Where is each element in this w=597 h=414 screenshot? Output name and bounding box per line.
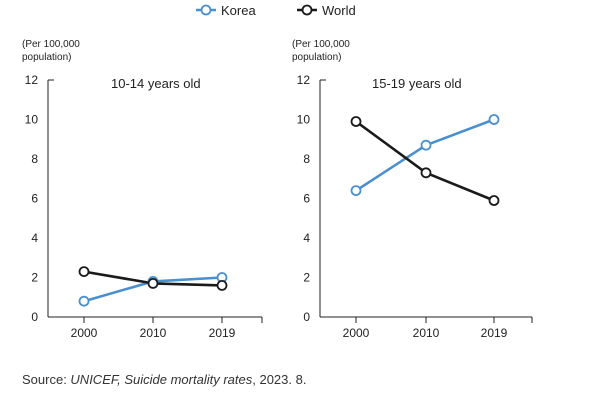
data-point-korea xyxy=(350,185,362,197)
data-point-korea xyxy=(78,295,90,307)
y-tick-label: 12 xyxy=(297,73,311,87)
data-point-world xyxy=(216,279,228,291)
data-point-world xyxy=(78,266,90,278)
data-point-world xyxy=(350,116,362,127)
data-point-korea xyxy=(420,139,432,151)
y-tick-label: 10 xyxy=(297,113,311,127)
x-tick-label: 2019 xyxy=(481,326,508,340)
y-unit-label: population) xyxy=(22,52,71,63)
x-tick-label: 2010 xyxy=(413,326,440,340)
data-point-world xyxy=(147,277,159,289)
y-unit-label: (Per 100,000 xyxy=(22,39,80,50)
y-tick-label: 2 xyxy=(303,271,310,285)
chart-panel-10-14: (Per 100,000 population) 10-14 years old 0 2… xyxy=(22,39,263,340)
series-line-world xyxy=(355,120,495,202)
y-tick-label: 6 xyxy=(31,192,38,206)
y-tick-label: 8 xyxy=(31,152,38,166)
data-point-world xyxy=(488,195,500,206)
x-tick-label: 2010 xyxy=(140,326,167,340)
y-tick-label: 0 xyxy=(303,310,310,324)
y-tick-label: 0 xyxy=(31,310,38,324)
y-tick-label: 4 xyxy=(303,231,310,245)
legend-world-marker xyxy=(301,4,313,16)
data-point-world xyxy=(420,167,432,179)
y-tick-label: 12 xyxy=(25,73,39,87)
y-tick-label: 10 xyxy=(25,113,39,127)
source-note: Source: UNICEF, Suicide mortality rates,… xyxy=(22,372,306,387)
y-unit-label: population) xyxy=(292,52,341,63)
x-tick-label: 2019 xyxy=(209,326,236,340)
legend-korea-label: Korea xyxy=(221,3,256,18)
legend-world-label: World xyxy=(322,3,356,18)
legend: Korea World xyxy=(196,3,356,18)
y-unit-label: (Per 100,000 xyxy=(292,39,350,50)
chart-panel-15-19: (Per 100,000 population) 15-19 years old 0 2… xyxy=(292,39,533,340)
source-prefix: Source: xyxy=(22,372,71,387)
y-tick-label: 2 xyxy=(31,271,38,285)
y-tick-label: 8 xyxy=(303,152,310,166)
y-tick-label: 4 xyxy=(31,231,38,245)
x-tick-label: 2000 xyxy=(71,326,98,340)
x-tick-label: 2000 xyxy=(343,326,370,340)
series-line-korea xyxy=(355,118,495,192)
source-name: UNICEF, Suicide mortality rates xyxy=(70,372,253,387)
data-point-korea xyxy=(488,114,500,125)
legend-korea-marker xyxy=(200,4,212,16)
source-suffix: , 2023. 8. xyxy=(252,372,307,387)
y-tick-label: 6 xyxy=(303,192,310,206)
panel-title: 10-14 years old xyxy=(111,76,201,91)
panel-title: 15-19 years old xyxy=(372,76,462,91)
